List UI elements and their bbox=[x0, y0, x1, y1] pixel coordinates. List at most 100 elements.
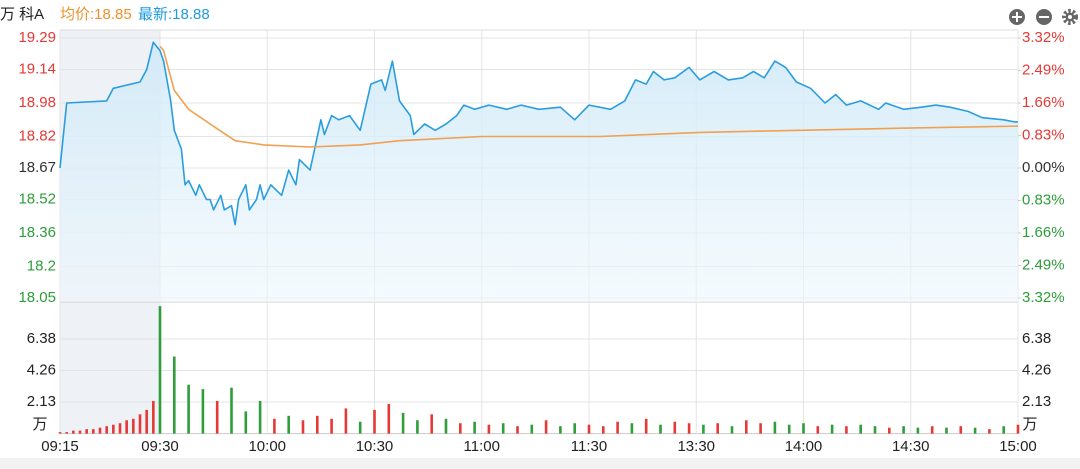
y-tick-label: 6.38 bbox=[1022, 330, 1051, 347]
y-tick-label: 18.98 bbox=[18, 94, 56, 111]
x-tick-label: 09:15 bbox=[41, 438, 79, 455]
x-tick-label: 14:00 bbox=[785, 438, 823, 455]
y-tick-label: 19.14 bbox=[18, 60, 56, 77]
volume-bar bbox=[516, 426, 519, 434]
volume-bar bbox=[244, 411, 248, 434]
volume-bar bbox=[530, 424, 534, 434]
volume-bar bbox=[373, 409, 376, 434]
volume-bar bbox=[416, 420, 419, 434]
y2-tick-label: 1.66% bbox=[1022, 224, 1065, 241]
volume-bar bbox=[65, 432, 68, 434]
volume-bar bbox=[112, 424, 115, 434]
volume-bar bbox=[145, 409, 148, 434]
volume-bar bbox=[58, 432, 62, 434]
volume-bar bbox=[745, 420, 748, 434]
volume-bar bbox=[173, 356, 176, 434]
volume-bar bbox=[830, 424, 834, 434]
average-line bbox=[159, 45, 1019, 148]
y2-tick-label: 3.32% bbox=[1022, 289, 1065, 306]
volume-bar bbox=[773, 421, 777, 434]
volume-bar bbox=[930, 426, 934, 434]
x-tick-label: 10:30 bbox=[356, 438, 394, 455]
y-tick-label: 18.52 bbox=[18, 190, 56, 207]
volume-bar bbox=[387, 403, 391, 434]
y-tick-label: 6.38 bbox=[27, 330, 56, 347]
price-line bbox=[59, 41, 1018, 226]
y-tick-label: 18.67 bbox=[18, 159, 56, 176]
volume-bar bbox=[702, 424, 705, 434]
y2-tick-label: 0.00% bbox=[1022, 159, 1065, 176]
volume-bar bbox=[673, 421, 677, 434]
volume-bar bbox=[330, 418, 333, 434]
volume-bar bbox=[902, 426, 905, 434]
volume-bar bbox=[98, 427, 102, 434]
volume-bar bbox=[473, 421, 476, 434]
y-tick-label: 2.13 bbox=[1022, 393, 1051, 410]
x-tick-label: 11:30 bbox=[571, 438, 607, 455]
volume-bar bbox=[301, 420, 305, 434]
volume-bar bbox=[78, 430, 82, 434]
y-tick-label: 18.05 bbox=[18, 289, 56, 306]
volume-bar bbox=[201, 389, 205, 434]
volume-bar bbox=[487, 424, 491, 434]
volume-bar bbox=[152, 400, 155, 434]
x-tick-label: 13:30 bbox=[677, 438, 715, 455]
y2-tick-label: 1.66% bbox=[1022, 94, 1065, 111]
volume-bar bbox=[215, 400, 219, 434]
volume-bar bbox=[401, 412, 405, 434]
y2-tick-label: 2.49% bbox=[1022, 61, 1065, 78]
y-tick-label: 18.82 bbox=[18, 128, 56, 145]
volume-bar bbox=[138, 414, 142, 434]
volume-bar bbox=[1016, 424, 1020, 434]
bottom-strip bbox=[0, 458, 1080, 469]
unit-label: 万 bbox=[1022, 416, 1037, 433]
y-tick-label: 18.2 bbox=[27, 258, 56, 275]
x-tick-label: 10:00 bbox=[248, 438, 286, 455]
volume-bar bbox=[873, 426, 877, 434]
volume-bar bbox=[659, 424, 662, 434]
volume-bar bbox=[644, 418, 648, 434]
volume-bar bbox=[316, 415, 319, 434]
volume-bar bbox=[358, 421, 362, 434]
volume-bar bbox=[132, 418, 135, 434]
y-tick-label: 4.26 bbox=[27, 361, 56, 378]
volume-bar bbox=[802, 423, 805, 434]
volume-bar bbox=[602, 426, 605, 434]
volume-bar bbox=[787, 424, 791, 434]
volume-bar bbox=[158, 306, 162, 434]
volume-bar bbox=[501, 423, 505, 434]
volume-bar bbox=[845, 426, 848, 434]
settings[interactable] bbox=[1062, 9, 1078, 25]
volume-bar bbox=[916, 427, 920, 434]
y-tick-label: 2.13 bbox=[27, 393, 56, 410]
volume-bar bbox=[544, 420, 548, 434]
x-tick-label: 14:30 bbox=[892, 438, 930, 455]
volume-bar bbox=[587, 424, 591, 434]
volume-bar bbox=[258, 400, 262, 434]
stock-name: 万 科A bbox=[0, 6, 44, 23]
y-tick-label: 19.29 bbox=[18, 29, 56, 46]
volume-bar bbox=[616, 421, 619, 434]
volume-bar bbox=[687, 423, 691, 434]
zoom-in[interactable] bbox=[1009, 9, 1025, 25]
volume-bar bbox=[945, 427, 948, 434]
volume-bar bbox=[118, 423, 122, 434]
volume-bar bbox=[459, 423, 462, 434]
volume-bar bbox=[730, 426, 734, 434]
volume-bar bbox=[344, 408, 348, 434]
volume-bar bbox=[85, 429, 88, 434]
volume-bar bbox=[816, 426, 820, 434]
x-tick-label: 11:00 bbox=[464, 438, 500, 455]
y2-tick-label: 2.49% bbox=[1022, 256, 1065, 273]
volume-bar bbox=[430, 414, 433, 434]
volume-bar bbox=[287, 415, 290, 434]
average-price: 均价:18.85 bbox=[60, 6, 132, 23]
volume-bar bbox=[888, 427, 891, 434]
volume-bar bbox=[273, 418, 276, 434]
volume-bar bbox=[105, 426, 108, 434]
volume-bar bbox=[559, 426, 562, 434]
y2-tick-label: 3.32% bbox=[1022, 29, 1065, 46]
x-tick-label: 15:00 bbox=[999, 438, 1037, 455]
zoom-out[interactable] bbox=[1036, 9, 1052, 25]
